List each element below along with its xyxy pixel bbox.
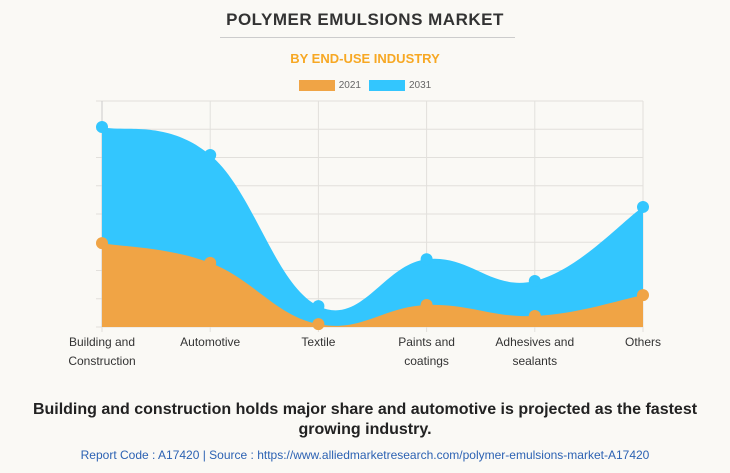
data-point-2031 bbox=[637, 200, 649, 213]
data-point-2021 bbox=[96, 237, 108, 250]
data-point-2021 bbox=[204, 256, 217, 269]
legend-item-2031[interactable]: 2031 bbox=[369, 80, 431, 91]
title-divider bbox=[220, 37, 515, 38]
x-tick-label: Construction bbox=[68, 354, 135, 368]
legend-item-2021[interactable]: 2021 bbox=[298, 80, 361, 91]
data-point-2021 bbox=[637, 289, 649, 302]
data-point-2021 bbox=[312, 318, 325, 331]
x-tick-label: Others bbox=[625, 335, 661, 349]
legend: 2021 2031 bbox=[0, 80, 730, 91]
x-tick-label: Adhesives and bbox=[495, 335, 574, 349]
caption: Building and construction holds major sh… bbox=[32, 401, 698, 438]
data-point-2021 bbox=[528, 309, 541, 322]
source-footer[interactable]: Report Code : A17420 | Source : https://… bbox=[80, 448, 650, 462]
legend-swatch-2031 bbox=[369, 80, 405, 91]
data-point-2031 bbox=[528, 274, 541, 287]
area-chart: Building and Construction Automotive Textil… bbox=[68, 100, 661, 368]
data-point-2031 bbox=[96, 120, 108, 133]
legend-label-2031: 2031 bbox=[409, 80, 432, 91]
area-series-2021 bbox=[102, 243, 643, 327]
data-point-2031 bbox=[204, 148, 217, 161]
x-tick-label: Paints and bbox=[398, 335, 455, 349]
x-tick-label: Building and bbox=[69, 335, 135, 349]
x-tick-label: coatings bbox=[404, 354, 449, 368]
data-point-2021 bbox=[420, 298, 433, 311]
chart-subtitle: BY END-USE INDUSTRY bbox=[290, 51, 440, 66]
data-point-2031 bbox=[420, 253, 433, 266]
legend-swatch-2021 bbox=[298, 80, 335, 91]
x-tick-label: Textile bbox=[301, 335, 335, 349]
legend-label-2021: 2021 bbox=[338, 80, 361, 91]
x-tick-label: Automotive bbox=[180, 335, 240, 349]
x-tick-label: sealants bbox=[512, 354, 557, 368]
data-point-2031 bbox=[312, 300, 325, 313]
chart-title: POLYMER EMULSIONS MARKET bbox=[226, 10, 504, 29]
